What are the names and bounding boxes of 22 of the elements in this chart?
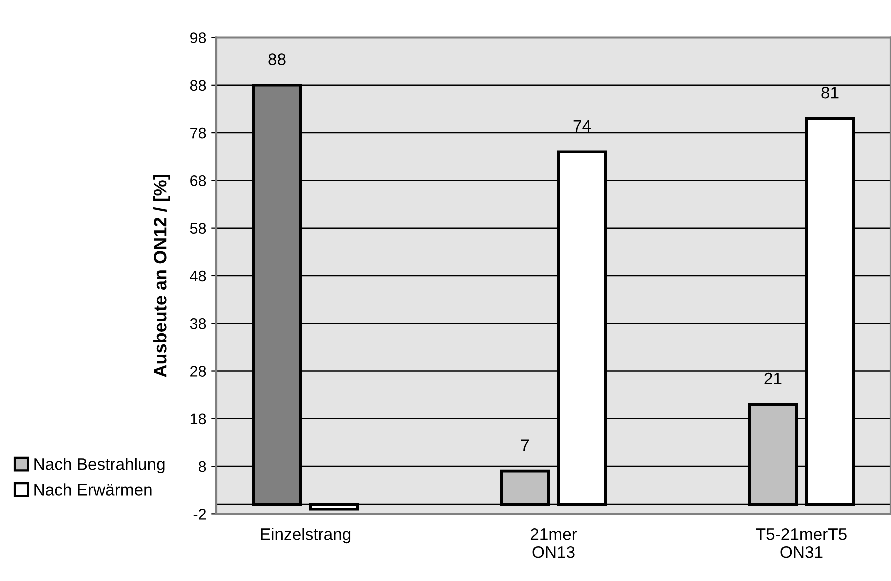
legend-label: Nach Erwärmen <box>34 484 152 496</box>
y-tick-label: -2 <box>194 509 206 520</box>
data-label: 7 <box>521 440 530 452</box>
y-tick-label: 78 <box>190 128 206 139</box>
data-label: 74 <box>574 120 592 132</box>
y-tick-label: 38 <box>190 318 206 330</box>
y-axis-title: Ausbeute an ON12 / [%] <box>154 175 170 378</box>
y-tick-label: 58 <box>190 223 206 234</box>
x-tick-label: 21mer ON13 <box>530 528 578 558</box>
y-tick-label: 68 <box>190 176 206 186</box>
data-label: 21 <box>764 372 782 384</box>
data-label: 88 <box>268 54 286 66</box>
y-tick-label: 8 <box>198 461 206 472</box>
y-tick-label: 48 <box>190 270 206 282</box>
y-tick-label: 88 <box>190 80 206 92</box>
x-tick-label: T5-21merT5 ON31 <box>756 528 847 558</box>
y-tick-label: 18 <box>190 414 206 425</box>
y-tick-label: 28 <box>190 366 206 377</box>
legend-label: Nach Bestrahlung <box>34 458 165 474</box>
x-tick-label: Einzelstrang <box>261 528 351 544</box>
y-tick-label: 98 <box>190 32 206 44</box>
data-label: 81 <box>822 86 839 99</box>
